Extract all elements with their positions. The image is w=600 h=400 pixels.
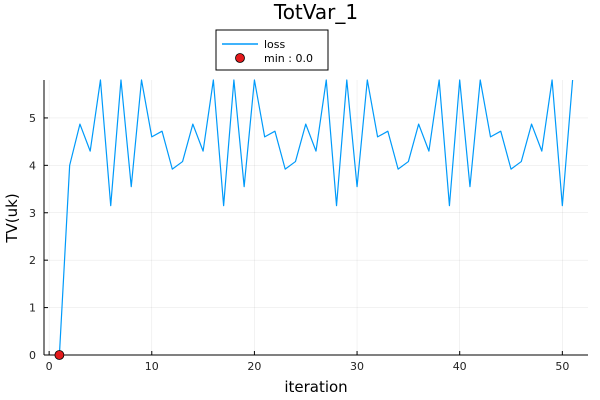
- x-tick-label: 50: [555, 360, 569, 373]
- legend-entry-min: min : 0.0: [264, 52, 313, 65]
- x-axis-label: iteration: [284, 378, 347, 396]
- x-tick-label: 30: [350, 360, 364, 373]
- y-tick-label: 5: [29, 112, 36, 125]
- y-tick-label: 2: [29, 254, 36, 267]
- series-line-loss: [58, 79, 574, 356]
- legend-box: [215, 29, 329, 71]
- axes: [43, 80, 588, 356]
- x-tick-label: 20: [247, 360, 261, 373]
- legend-entry-loss: loss: [264, 38, 286, 51]
- grid-lines: [44, 80, 588, 356]
- x-tick-label: 0: [46, 360, 53, 373]
- min-point-marker: [54, 350, 65, 360]
- legend: loss min : 0.0: [215, 29, 329, 71]
- x-tick-label: 10: [145, 360, 159, 373]
- y-tick-label: 0: [29, 349, 36, 362]
- y-ticks: 0 1 2 3 4 5: [29, 112, 48, 362]
- y-tick-label: 4: [29, 159, 36, 172]
- chart-title: TotVar_1: [273, 0, 358, 24]
- legend-marker-swatch: [235, 53, 245, 63]
- y-axis-label: TV(uk): [3, 193, 21, 243]
- x-ticks: 0 10 20 30 40 50: [46, 351, 569, 373]
- y-tick-label: 1: [29, 302, 36, 315]
- series: [54, 79, 574, 360]
- x-tick-label: 40: [453, 360, 467, 373]
- y-tick-label: 3: [29, 207, 36, 220]
